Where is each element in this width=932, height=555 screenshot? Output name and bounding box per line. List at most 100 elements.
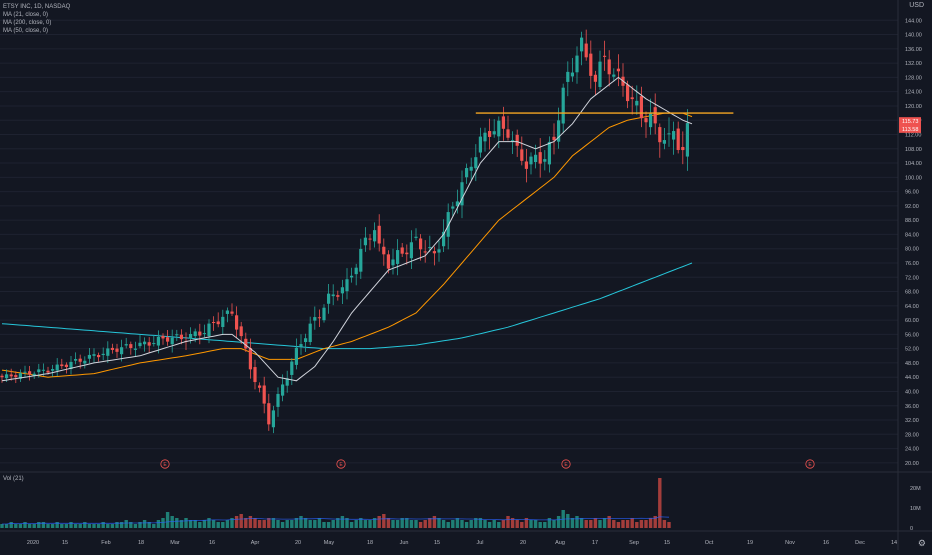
volume-bar — [579, 518, 584, 528]
volume-bar — [37, 522, 41, 528]
candle-body — [221, 316, 225, 327]
candle-body — [198, 331, 202, 336]
candle-body — [607, 59, 611, 75]
price-tick-label: 72.00 — [905, 275, 919, 281]
volume-bar — [474, 518, 478, 528]
volume-bar — [267, 518, 271, 528]
candle-body — [129, 344, 133, 349]
candle-body — [469, 166, 473, 171]
volume-bar — [520, 522, 524, 528]
volume-bar — [359, 518, 363, 528]
volume-bars — [0, 478, 671, 528]
candle-body — [354, 267, 358, 275]
volume-bar — [193, 520, 197, 528]
earnings-marker[interactable]: E — [336, 459, 346, 469]
volume-bar — [533, 520, 538, 528]
volume-bar — [409, 520, 414, 528]
volume-bar — [589, 520, 593, 528]
candle-body — [101, 353, 105, 356]
candle-body — [9, 374, 13, 377]
candle-body — [488, 131, 492, 137]
volume-bar — [161, 518, 165, 528]
candle-body — [290, 361, 294, 375]
candle-body — [28, 371, 32, 375]
candle-body — [336, 295, 340, 297]
volume-bar — [152, 524, 156, 528]
earnings-marker[interactable]: E — [805, 459, 815, 469]
time-tick-label: 18 — [367, 540, 373, 546]
volume-bar — [497, 522, 501, 528]
candle-body — [83, 360, 87, 364]
price-tick-label: 56.00 — [905, 332, 919, 338]
time-tick-label: 14 — [891, 540, 897, 546]
price-badge-label: 115.73 — [902, 119, 918, 125]
volume-legend[interactable]: Vol (21) — [3, 476, 24, 482]
price-tick-label: 112.00 — [905, 132, 921, 138]
volume-bar — [101, 522, 105, 528]
candle-body — [313, 317, 317, 321]
volume-bar — [437, 518, 441, 528]
volume-bar — [428, 518, 432, 528]
candle-body — [423, 251, 427, 253]
candle-body — [506, 129, 510, 138]
gear-icon[interactable]: ⚙ — [917, 538, 926, 548]
candle-body — [193, 331, 197, 337]
candle-body — [285, 378, 289, 386]
candle-body — [391, 259, 395, 266]
volume-bar — [4, 524, 9, 528]
indicator-ma21[interactable]: MA (21, close, 0) — [3, 12, 49, 18]
candle-body — [97, 355, 101, 358]
volume-bar — [395, 520, 400, 528]
candle-body — [60, 364, 64, 367]
volume-bar — [529, 520, 533, 528]
volume-bar — [73, 524, 78, 528]
volume-bar — [340, 516, 345, 528]
volume-bar — [294, 518, 299, 528]
candle-body — [327, 293, 331, 304]
price-tick-label: 28.00 — [905, 432, 919, 438]
time-tick-label: 17 — [592, 540, 598, 546]
volume-bar — [175, 518, 179, 528]
volume-bar — [405, 518, 409, 528]
volume-bar — [400, 518, 404, 528]
candle-body — [0, 375, 4, 378]
currency-label[interactable]: USD — [909, 2, 924, 9]
volume-bar — [451, 520, 455, 528]
candle-body — [437, 249, 441, 253]
candle-body — [124, 344, 128, 346]
earnings-marker[interactable]: E — [561, 459, 571, 469]
candle-body — [460, 182, 464, 206]
volume-bar — [221, 522, 225, 528]
time-tick-label: Aug — [555, 540, 565, 546]
candle-body — [653, 107, 657, 124]
candle-body — [474, 157, 478, 169]
volume-bar — [142, 520, 147, 528]
candle-body — [409, 242, 413, 259]
volume-bar — [464, 522, 469, 528]
volume-bar — [336, 518, 340, 528]
candle-body — [382, 246, 386, 255]
volume-bar — [23, 522, 27, 528]
symbol-title[interactable]: ETSY INC, 1D, NASDAQ — [3, 4, 71, 10]
candle-body — [593, 74, 597, 82]
candle-body — [115, 348, 119, 352]
volume-bar — [510, 518, 515, 528]
indicator-ma200[interactable]: MA (200, close, 0) — [3, 20, 52, 26]
volume-bar — [138, 522, 142, 528]
indicator-ma50[interactable]: MA (50, close, 0) — [3, 28, 49, 34]
candle-body — [350, 275, 354, 278]
price-tick-label: 44.00 — [905, 375, 919, 381]
volume-bar — [253, 518, 257, 528]
candle-body — [575, 55, 579, 73]
volume-bar — [60, 524, 64, 528]
earnings-marker[interactable]: E — [160, 459, 170, 469]
volume-bar — [188, 520, 193, 528]
earnings-marker-circle — [160, 459, 170, 469]
price-tick-label: 140.00 — [905, 33, 922, 39]
price-badge — [899, 117, 921, 126]
candle-body — [515, 134, 519, 146]
